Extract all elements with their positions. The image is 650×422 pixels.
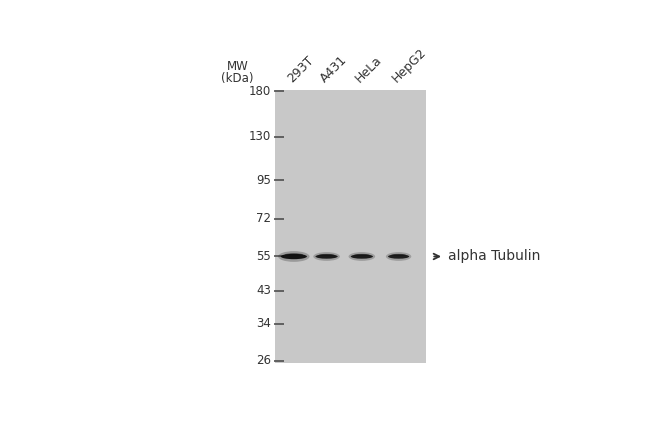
Ellipse shape xyxy=(388,254,410,259)
Text: 26: 26 xyxy=(256,354,271,368)
Text: 130: 130 xyxy=(249,130,271,143)
Ellipse shape xyxy=(386,252,411,261)
Ellipse shape xyxy=(391,254,406,256)
Text: alpha Tubulin: alpha Tubulin xyxy=(448,249,540,263)
Ellipse shape xyxy=(348,252,375,261)
Text: 55: 55 xyxy=(256,250,271,263)
Ellipse shape xyxy=(351,254,373,259)
Ellipse shape xyxy=(354,254,370,256)
Text: 180: 180 xyxy=(249,85,271,97)
Text: HeLa: HeLa xyxy=(353,53,384,85)
Text: 293T: 293T xyxy=(285,53,316,85)
Ellipse shape xyxy=(313,252,340,261)
Text: 72: 72 xyxy=(256,212,271,225)
Ellipse shape xyxy=(278,251,309,262)
Ellipse shape xyxy=(318,254,334,256)
Bar xyxy=(275,89,426,362)
Ellipse shape xyxy=(281,254,307,259)
Ellipse shape xyxy=(285,253,303,256)
Text: A431: A431 xyxy=(317,53,349,85)
Text: 34: 34 xyxy=(256,317,271,330)
Text: 95: 95 xyxy=(256,174,271,187)
Ellipse shape xyxy=(315,254,337,259)
Text: (kDa): (kDa) xyxy=(221,72,254,85)
Text: MW: MW xyxy=(227,60,248,73)
Text: 43: 43 xyxy=(256,284,271,298)
Text: HepG2: HepG2 xyxy=(389,46,429,85)
